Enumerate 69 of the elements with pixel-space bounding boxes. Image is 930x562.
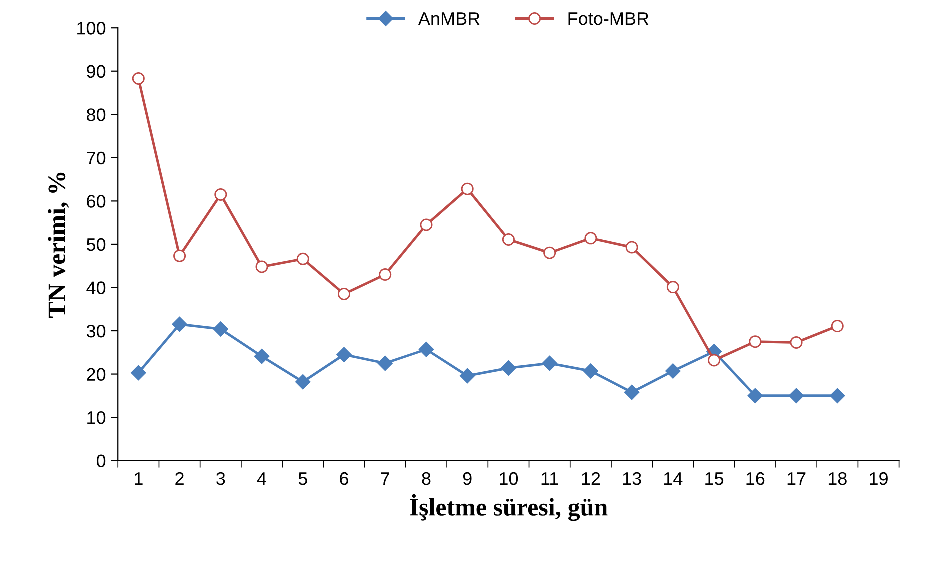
y-tick-label: 0 xyxy=(96,454,106,468)
point xyxy=(296,374,311,390)
x-tick-label: 16 xyxy=(746,472,765,486)
point xyxy=(626,241,638,254)
y-tick-label: 20 xyxy=(87,368,106,382)
point xyxy=(214,188,228,201)
point xyxy=(790,336,803,349)
point xyxy=(172,316,188,332)
point xyxy=(336,347,352,362)
x-tick-label: 1 xyxy=(135,472,143,486)
point xyxy=(254,348,270,364)
point xyxy=(708,354,721,367)
legend-label: Foto-MBR xyxy=(568,12,649,26)
x-tick-label: 13 xyxy=(623,472,642,486)
x-tick-label: 5 xyxy=(298,472,308,486)
x-tick-label: 18 xyxy=(828,472,847,486)
point xyxy=(502,233,515,246)
point xyxy=(584,232,598,245)
point xyxy=(501,360,516,376)
point xyxy=(624,384,640,400)
x-axis-title: İşletme süresi, gün xyxy=(410,494,608,522)
x-tick-label: 19 xyxy=(870,472,888,486)
point xyxy=(542,356,558,372)
x-tick-label: 14 xyxy=(664,472,683,486)
point xyxy=(296,252,310,266)
y-axis-title: TN verimi, % xyxy=(48,172,70,318)
y-tick-label: 90 xyxy=(87,65,106,78)
x-tick-label: 7 xyxy=(381,472,390,486)
point xyxy=(420,218,433,232)
legend-label: AnMBR xyxy=(418,12,480,26)
point xyxy=(460,368,476,384)
point xyxy=(256,260,268,274)
point xyxy=(748,388,763,404)
point xyxy=(749,336,762,348)
x-tick-label: 2 xyxy=(176,472,184,486)
x-tick-label: 9 xyxy=(463,472,472,486)
x-tick-label: 10 xyxy=(500,472,518,486)
point xyxy=(666,364,681,379)
y-tick-label: 30 xyxy=(86,324,106,338)
x-tick-label: 15 xyxy=(706,472,724,486)
x-tick-label: 11 xyxy=(542,472,558,486)
point xyxy=(544,246,556,260)
x-tick-label: 12 xyxy=(582,472,600,486)
point xyxy=(379,268,392,282)
y-tick-label: 50 xyxy=(86,238,106,252)
point xyxy=(132,72,145,85)
y-tick-label: 100 xyxy=(78,22,106,35)
x-tick-label: 6 xyxy=(340,472,348,486)
point xyxy=(461,182,474,196)
point xyxy=(788,388,804,404)
point xyxy=(174,250,186,262)
y-tick-label: 10 xyxy=(88,412,106,424)
point xyxy=(830,388,846,404)
x-tick-label: 3 xyxy=(216,472,226,486)
point xyxy=(831,320,844,333)
point xyxy=(338,288,350,300)
point xyxy=(583,364,599,379)
y-tick-label: 60 xyxy=(87,195,106,208)
point xyxy=(418,342,434,358)
y-tick-label: 70 xyxy=(87,152,106,165)
point xyxy=(213,322,228,337)
x-tick-label: 8 xyxy=(422,472,431,486)
point xyxy=(666,281,680,294)
x-tick-label: 4 xyxy=(257,472,267,486)
point xyxy=(378,356,393,372)
y-tick-label: 40 xyxy=(86,282,106,294)
x-tick-label: 17 xyxy=(788,472,806,486)
y-tick-label: 80 xyxy=(87,108,106,122)
point xyxy=(131,365,146,381)
